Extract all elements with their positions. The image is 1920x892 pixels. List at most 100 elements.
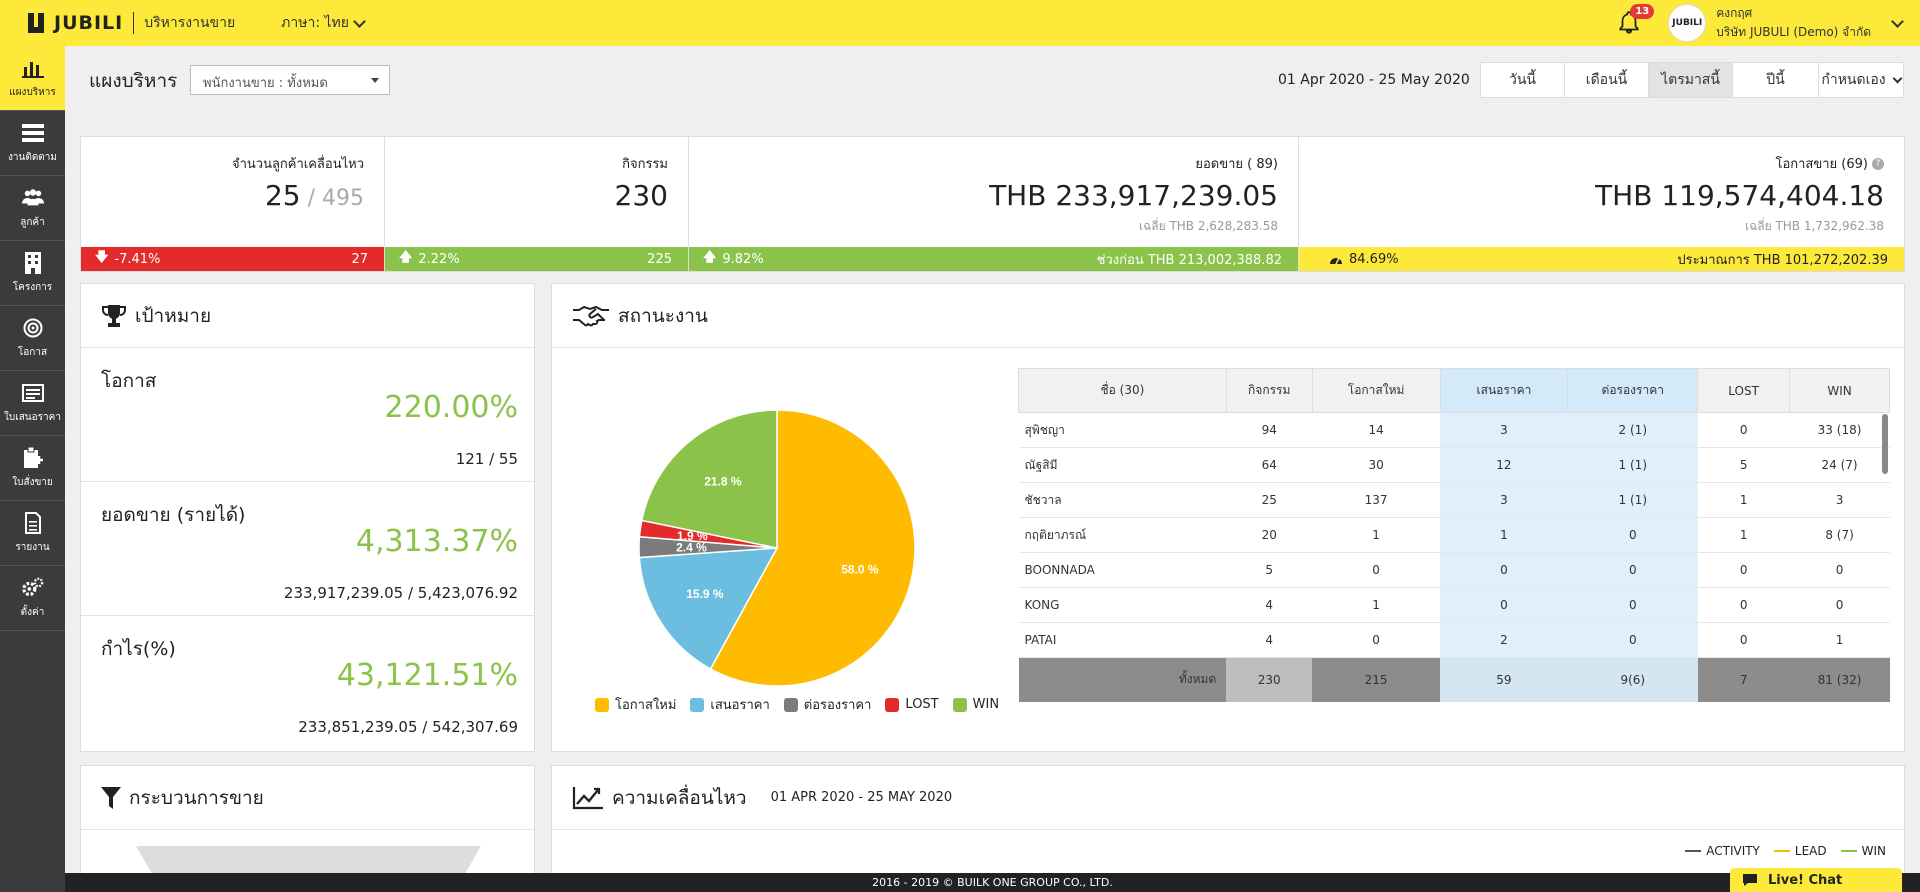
total-cell: 230: [1226, 657, 1313, 702]
table-total-row: ทั้งหมด 230 215 59 9(6) 7 81 (32): [1018, 657, 1890, 702]
period-year-button[interactable]: ปีนี้: [1733, 63, 1819, 97]
sidebar-item-customers[interactable]: ลูกค้า: [0, 176, 65, 241]
legend-label: WIN: [972, 697, 1000, 712]
staff-filter-select[interactable]: พนักงานขาย : ทั้งหมด: [190, 65, 390, 95]
sidebar-item-opportunities[interactable]: โอกาส: [0, 306, 65, 371]
table-cell: 1 (1): [1567, 482, 1698, 518]
status-pie-chart[interactable]: 58.0 %15.9 %2.4 %1.9 %21.8 %: [627, 398, 927, 698]
sidebar-item-tasks[interactable]: งานติดตาม: [0, 111, 65, 176]
help-icon[interactable]: ?: [1872, 157, 1884, 170]
kpi-label: ยอดขาย ( 89): [1195, 157, 1278, 172]
legend-item-lead[interactable]: LEAD: [1773, 844, 1827, 858]
sidebar-item-quotations[interactable]: ใบเสนอราคา: [0, 371, 65, 436]
column-header-activity[interactable]: กิจกรรม: [1225, 368, 1313, 413]
goal-percent: 4,313.37%: [355, 524, 518, 559]
sidebar-item-projects[interactable]: โครงการ: [0, 241, 65, 306]
kpi-previous-value: 27: [351, 251, 368, 267]
table-scrollbar[interactable]: [1882, 414, 1888, 474]
document-icon: [22, 511, 44, 534]
pie-slice[interactable]: [638, 547, 779, 670]
company-avatar[interactable]: JUBILI: [1668, 4, 1707, 42]
period-month-button[interactable]: เดือนนี้: [1565, 63, 1649, 97]
table-row[interactable]: กฤติยาภรณ์ 20 1 1 0 1 8 (7): [1018, 517, 1890, 553]
table-cell: 12: [1440, 447, 1568, 483]
legend-item-activity[interactable]: ACTIVITY: [1685, 844, 1760, 858]
column-header-new-opportunity[interactable]: โอกาสใหม่: [1311, 368, 1441, 413]
language-label: ภาษา: ไทย: [281, 15, 349, 31]
legend-swatch: [595, 697, 609, 712]
kpi-opportunities[interactable]: โอกาสขาย (69)? THB 119,574,404.18 เฉลี่ย…: [1299, 137, 1904, 271]
period-today-button[interactable]: วันนี้: [1481, 63, 1565, 97]
table-cell: 0: [1789, 552, 1890, 588]
table-cell: 137: [1312, 482, 1441, 518]
notifications-button[interactable]: 13: [1616, 4, 1655, 36]
legend-item-lost[interactable]: LOST: [885, 694, 939, 715]
kpi-row: จำนวนลูกค้าเคลื่อนไหว 25 / 495 🡇 -7.41% 2…: [80, 136, 1905, 272]
movement-legend: ACTIVITY LEAD WIN: [1685, 844, 1886, 858]
kpi-previous-value: 225: [647, 251, 672, 267]
total-cell: 215: [1312, 657, 1441, 702]
sidebar-item-settings[interactable]: ตั้งค่า: [0, 566, 65, 631]
table-row[interactable]: สุพิชญา 94 14 3 2 (1) 0 33 (18): [1018, 412, 1890, 448]
period-quarter-button[interactable]: ไตรมาสนี้: [1649, 63, 1733, 97]
building-icon: [22, 251, 44, 274]
legend-item-win[interactable]: WIN: [952, 694, 1000, 715]
table-cell: 1: [1312, 517, 1441, 553]
legend-swatch: [952, 697, 967, 712]
table-row[interactable]: ณัฐสิมี 64 30 12 1 (1) 5 24 (7): [1018, 447, 1890, 483]
table-row[interactable]: ชัชวาล 25 137 3 1 (1) 1 3: [1018, 482, 1890, 518]
table-cell: 0: [1440, 587, 1568, 623]
pie-slice[interactable]: [709, 409, 916, 687]
user-info[interactable]: คงกฤศ บริษัท JUBULI (Demo) จำกัด: [1716, 4, 1871, 42]
date-range: 01 Apr 2020 - 25 May 2020: [1278, 72, 1470, 88]
clipboard-icon: [22, 446, 44, 469]
caret-down-icon: [371, 78, 379, 83]
cell-name: ณัฐสิมี: [1018, 447, 1227, 483]
legend-label: เสนอราคา: [710, 698, 770, 713]
legend-label: ACTIVITY: [1706, 844, 1760, 858]
pie-slice[interactable]: [640, 409, 778, 549]
legend-item-quotation[interactable]: เสนอราคา: [690, 694, 770, 715]
cell-name: ชัชวาล: [1018, 482, 1227, 518]
column-header-quotation[interactable]: เสนอราคา: [1439, 368, 1569, 413]
table-row[interactable]: KONG 4 1 0 0 0 0: [1018, 587, 1890, 623]
total-cell: 81 (32): [1789, 657, 1890, 702]
column-header-negotiation[interactable]: ต่อรองราคา: [1567, 368, 1699, 413]
kpi-average: เฉลี่ย THB 1,732,962.38: [1744, 219, 1884, 233]
period-custom-button[interactable]: กำหนดเอง: [1819, 63, 1903, 97]
table-row[interactable]: PATAI 4 0 2 0 0 1: [1018, 622, 1890, 658]
legend-line: [1773, 850, 1790, 852]
table-cell: 5: [1226, 552, 1313, 588]
table-cell: 0: [1697, 622, 1790, 658]
legend-item-new-opportunity[interactable]: โอกาสใหม่: [595, 694, 676, 715]
live-chat-button[interactable]: Live! Chat: [1730, 868, 1902, 892]
movement-panel-header: ความเคลื่อนไหว 01 APR 2020 - 25 MAY 2020: [552, 766, 1904, 830]
language-selector[interactable]: ภาษา: ไทย: [281, 12, 366, 34]
column-header-name[interactable]: ชื่อ (30): [1018, 368, 1227, 413]
target-icon: [22, 317, 44, 339]
trophy-icon: [102, 304, 126, 327]
chevron-down-icon: [1892, 73, 1903, 83]
kpi-label: กิจกรรม: [622, 157, 668, 172]
kpi-activities[interactable]: กิจกรรม 230 🡅 2.22% 225: [385, 137, 689, 271]
user-menu-chevron-icon[interactable]: [1891, 14, 1904, 28]
legend-item-negotiation[interactable]: ต่อรองราคา: [783, 694, 871, 715]
pie-legend: โอกาสใหม่ เสนอราคา ต่อรองราคา LOST WIN: [595, 694, 999, 715]
sidebar: แผงบริหาร งานติดตาม ลูกค้า โครงการ โอกาส…: [0, 46, 75, 892]
table-cell: 0: [1567, 587, 1698, 623]
sidebar-item-sales-orders[interactable]: ใบสั่งขาย: [0, 436, 65, 501]
task-list-icon: [21, 122, 44, 144]
column-header-lost[interactable]: LOST: [1697, 368, 1791, 413]
kpi-sales[interactable]: ยอดขาย ( 89) THB 233,917,239.05 เฉลี่ย T…: [689, 137, 1299, 271]
cell-name: KONG: [1018, 587, 1227, 623]
brand-logo[interactable]: JUBILI: [28, 12, 123, 34]
sidebar-item-dashboard[interactable]: แผงบริหาร: [0, 46, 75, 111]
footer-copyright: 2016 - 2019 © BUILK ONE GROUP CO., LTD.: [65, 873, 1920, 892]
legend-item-win[interactable]: WIN: [1840, 844, 1886, 858]
total-cell: 7: [1697, 657, 1790, 702]
kpi-active-customers[interactable]: จำนวนลูกค้าเคลื่อนไหว 25 / 495 🡇 -7.41% 2…: [81, 137, 385, 271]
sidebar-item-reports[interactable]: รายงาน: [0, 501, 65, 566]
table-row[interactable]: BOONNADA 5 0 0 0 0 0: [1018, 552, 1890, 588]
column-header-win[interactable]: WIN: [1789, 368, 1890, 413]
table-cell: 33 (18): [1789, 412, 1890, 448]
